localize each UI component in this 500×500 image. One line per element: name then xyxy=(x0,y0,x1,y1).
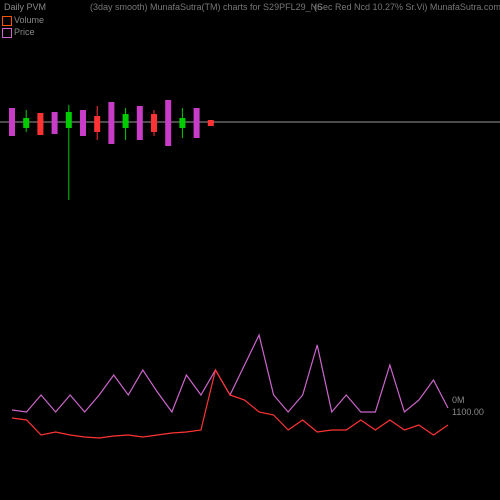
axis-label-price: 1100.00 xyxy=(452,407,484,417)
legend-volume-box xyxy=(2,16,12,26)
legend-price-box xyxy=(2,28,12,38)
legend-volume-label: Volume xyxy=(14,15,44,25)
chart-svg xyxy=(0,0,500,500)
title-center: (3day smooth) MunafaSutra(TM) charts for… xyxy=(90,2,322,12)
axis-label-volume: 0M xyxy=(452,395,465,405)
legend-price-label: Price xyxy=(14,27,35,37)
title-right: (Sec Red Ncd 10.27% Sr.Vi) MunafaSutra.c… xyxy=(314,2,500,12)
title-left: Daily PVM xyxy=(4,2,46,12)
legend-price: Price xyxy=(2,27,35,38)
chart-container: Daily PVM (3day smooth) MunafaSutra(TM) … xyxy=(0,0,500,500)
legend-volume: Volume xyxy=(2,15,44,26)
